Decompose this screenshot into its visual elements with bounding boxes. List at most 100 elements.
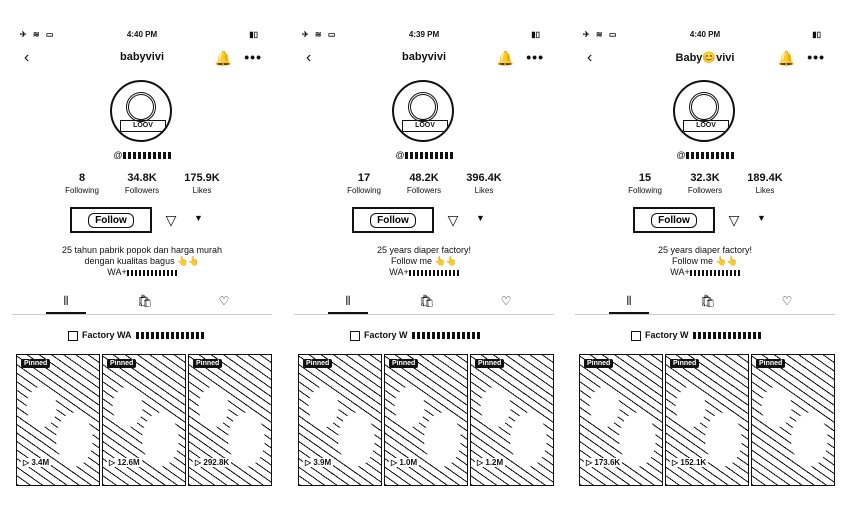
handle-prefix: @ [395, 150, 405, 160]
avatar-ring [408, 92, 438, 122]
stat-likes: 396.4K Likes [454, 172, 514, 195]
video-thumb[interactable]: Pinned ▷ 152.1K [665, 354, 749, 486]
bio-line-1: 25 tahun pabrik popok dan harga murah [61, 245, 223, 255]
share-icon[interactable]: ▽ [165, 212, 177, 228]
shopping-bag-icon[interactable]: 🛍 [137, 294, 153, 308]
profile-header: ‹ Baby😊vivi 🔔 ••• [575, 48, 835, 68]
liked-icon[interactable]: ♡ [781, 294, 793, 308]
video-thumb[interactable]: Pinned ▷ 1.0M [384, 354, 468, 486]
factory-label: Factory W [645, 330, 689, 340]
stat-followers[interactable]: 32.3K Followers [675, 172, 735, 195]
view-count: ▷ 292.8K [193, 458, 232, 467]
handle-prefix: @ [113, 150, 123, 160]
profile-username: babyvivi [401, 51, 447, 63]
follow-button-label: Follow [651, 212, 697, 228]
video-thumb[interactable]: Pinned ▷ 173.6K [579, 354, 663, 486]
grid-icon[interactable]: ⦀ [63, 294, 69, 308]
bell-icon[interactable]: 🔔 [777, 50, 795, 66]
grid-icon[interactable]: ⦀ [345, 294, 351, 308]
back-arrow-icon[interactable]: ‹ [24, 49, 30, 66]
factory-redacted [411, 332, 482, 340]
pinned-badge: Pinned [389, 359, 419, 368]
stat-likes: 175.9K Likes [172, 172, 232, 195]
stat-likes-num: 396.4K [466, 172, 502, 184]
handle-prefix: @ [676, 150, 686, 160]
stat-following[interactable]: 8 Following [52, 172, 112, 195]
stat-following[interactable]: 17 Following [334, 172, 394, 195]
video-thumb[interactable]: Pinned [751, 354, 835, 486]
stat-following[interactable]: 15 Following [615, 172, 675, 195]
view-count: ▷ 3.9M [303, 458, 334, 467]
video-grid: Pinned ▷ 3.9M Pinned ▷ 1.0M Pinned ▷ 1.2… [298, 354, 554, 486]
liked-icon[interactable]: ♡ [218, 294, 230, 308]
status-bar: ✈ ≋ ▭ 4:40 PM ▮▯ [575, 30, 835, 42]
profile-header: ‹ babyvivi 🔔 ••• [294, 48, 554, 68]
video-grid: Pinned ▷ 173.6K Pinned ▷ 152.1K Pinned [579, 354, 835, 486]
handle-redacted [685, 152, 734, 160]
share-icon[interactable]: ▽ [728, 212, 740, 228]
stat-followers-label: Followers [124, 186, 160, 195]
video-thumb[interactable]: Pinned ▷ 12.6M [102, 354, 186, 486]
liked-icon[interactable]: ♡ [500, 294, 512, 308]
view-count: ▷ 12.6M [107, 458, 142, 467]
factory-icon [68, 330, 78, 341]
factory-icon [350, 330, 360, 341]
bell-icon[interactable]: 🔔 [214, 50, 232, 66]
bell-icon[interactable]: 🔔 [496, 50, 514, 66]
caret-down-icon[interactable]: ▼ [194, 213, 203, 223]
view-count: ▷ 173.6K [584, 458, 623, 467]
shopping-bag-icon[interactable]: 🛍 [419, 294, 435, 308]
factory-link[interactable]: Factory WA [68, 330, 206, 341]
stat-followers-label: Followers [687, 186, 723, 195]
avatar[interactable]: LOOV [392, 80, 454, 142]
profile-stats: 8 Following 34.8K Followers 175.9K Likes [52, 172, 232, 198]
more-icon[interactable]: ••• [244, 49, 262, 65]
stat-following-num: 8 [78, 172, 86, 184]
bio-wa: WA+ [670, 267, 690, 277]
bio-redacted [689, 269, 740, 276]
follow-button-label: Follow [370, 212, 416, 228]
stat-likes-label: Likes [192, 186, 212, 195]
follow-button[interactable]: Follow [352, 207, 434, 233]
factory-redacted [135, 332, 206, 340]
shopping-bag-icon[interactable]: 🛍 [700, 294, 716, 308]
signal-icon: ✈ ≋ ▭ [302, 30, 338, 39]
share-icon[interactable]: ▽ [447, 212, 459, 228]
factory-label: Factory W [364, 330, 408, 340]
stat-followers[interactable]: 48.2K Followers [394, 172, 454, 195]
caret-down-icon[interactable]: ▼ [476, 213, 485, 223]
avatar[interactable]: LOOV [673, 80, 735, 142]
factory-link[interactable]: Factory W [350, 330, 482, 341]
factory-icon [631, 330, 641, 341]
grid-icon[interactable]: ⦀ [626, 294, 632, 308]
back-arrow-icon[interactable]: ‹ [306, 49, 312, 66]
follow-button[interactable]: Follow [633, 207, 715, 233]
profile-tabs: ⦀ 🛍 ♡ [294, 292, 554, 315]
pinned-badge: Pinned [584, 359, 614, 368]
bio-line-2: dengan kualitas bagus 👆👆 [84, 256, 200, 266]
battery-icon: ▮▯ [812, 30, 821, 39]
profile-stats: 17 Following 48.2K Followers 396.4K Like… [334, 172, 514, 198]
video-thumb[interactable]: Pinned ▷ 3.4M [16, 354, 100, 486]
pinned-badge: Pinned [193, 359, 223, 368]
factory-link[interactable]: Factory W [631, 330, 763, 341]
follow-row: Follow ▽ ▼ [12, 207, 272, 235]
video-thumb[interactable]: Pinned ▷ 292.8K [188, 354, 272, 486]
video-thumb[interactable]: Pinned ▷ 3.9M [298, 354, 382, 486]
more-icon[interactable]: ••• [807, 49, 825, 65]
avatar[interactable]: LOOV [110, 80, 172, 142]
bio-line-2: Follow me 👆👆 [672, 256, 738, 266]
stat-following-num: 17 [357, 172, 371, 184]
factory-label: Factory WA [82, 330, 132, 340]
battery-icon: ▮▯ [531, 30, 540, 39]
stat-followers[interactable]: 34.8K Followers [112, 172, 172, 195]
more-icon[interactable]: ••• [526, 49, 544, 65]
pinned-badge: Pinned [475, 359, 505, 368]
caret-down-icon[interactable]: ▼ [757, 213, 766, 223]
back-arrow-icon[interactable]: ‹ [587, 49, 593, 66]
view-count: ▷ 1.0M [389, 458, 420, 467]
follow-button[interactable]: Follow [70, 207, 152, 233]
avatar-ring [126, 92, 156, 122]
video-thumb[interactable]: Pinned ▷ 1.2M [470, 354, 554, 486]
stat-likes-num: 189.4K [747, 172, 783, 184]
